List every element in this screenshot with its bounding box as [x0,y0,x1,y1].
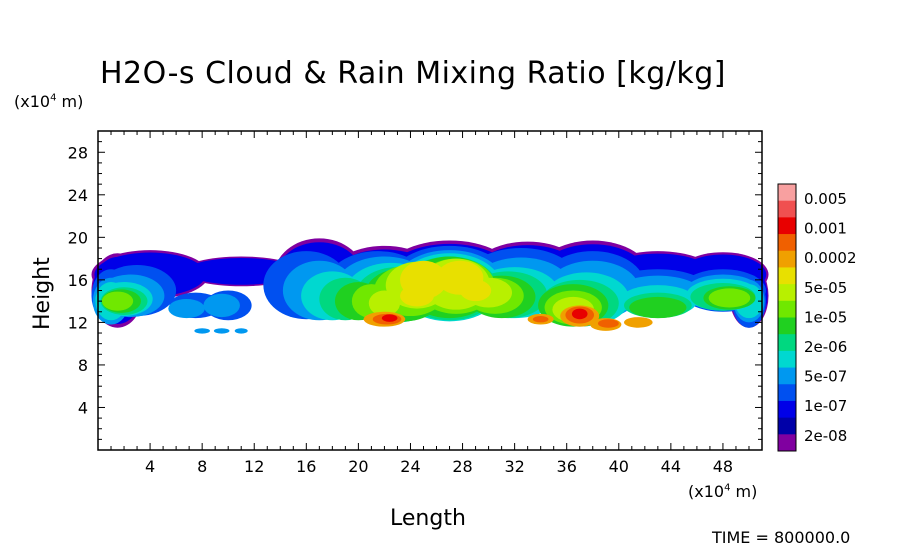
colorbar-label: 2e-06 [804,338,847,356]
colorbar-label: 5e-07 [804,368,847,386]
field-contour [101,291,134,311]
field-contour [571,308,588,320]
field-contour [213,328,230,334]
x-tick-label: 32 [504,457,524,476]
time-label: TIME = 800000.0 [712,528,851,547]
colorbar-swatch [778,400,796,419]
chart-title: H2O-s Cloud & Rain Mixing Ratio [kg/kg] [100,56,727,91]
x-tick-label: 28 [452,457,472,476]
colorbar-swatch [778,184,796,202]
field-contour [168,299,205,319]
y-tick-label: 4 [78,398,88,417]
colorbar-swatch [778,384,796,402]
y-tick-label: 12 [68,313,88,332]
x-axis: 4 8 12 16 20 24 28 32 36 40 44 48 [110,131,750,476]
y-tick-label: 28 [68,143,88,162]
field-contour [459,279,492,302]
colorbar-swatch [778,300,796,318]
colorbar-swatch [778,317,796,335]
field-contour [623,317,653,328]
x-axis-label: Length [390,506,466,531]
colorbar-swatch [778,250,796,268]
field-contour [381,314,398,322]
field-contour [629,296,687,319]
x-tick-label: 8 [197,457,207,476]
y-tick-label: 24 [68,186,88,205]
colorbar-label: 5e-05 [804,279,847,297]
colorbar-swatch [778,334,796,352]
field-contour [194,328,210,334]
colorbar-swatch [778,234,796,252]
colorbar-label: 1e-07 [804,397,847,415]
x-tick-label: 16 [296,457,316,476]
x-tick-label: 4 [145,457,155,476]
colorbar-label: 0.0002 [804,249,857,267]
x-tick-label: 36 [557,457,577,476]
x-tick-label: 20 [348,457,368,476]
field-contour [532,316,549,323]
field-contour [597,319,619,328]
y-tick-label: 8 [78,356,88,375]
colorbar-swatch [778,284,796,302]
y-axis: 4 8 12 16 20 24 28 [68,141,762,440]
y-tick-label: 20 [68,228,88,247]
y-tick-label: 16 [68,271,88,290]
x-tick-label: 40 [609,457,629,476]
x-tick-label: 48 [713,457,733,476]
colorbar-swatch [778,434,796,452]
field-contour [400,285,434,307]
colorbar-label: 0.005 [804,190,847,208]
x-tick-label: 12 [244,457,264,476]
mixing-ratio-field [91,238,769,334]
x-axis-unit: (x104 m) [688,482,758,501]
field-contour [368,290,401,317]
colorbar-swatch [778,350,796,369]
colorbar-swatch [778,217,796,235]
colorbar: 0.005 0.001 0.0002 5e-05 1e-05 2e-06 5e-07 1e-0… [777,183,857,452]
field-contour [234,328,248,334]
colorbar-label: 0.001 [804,220,847,238]
colorbar-frame [777,183,797,452]
x-tick-label: 24 [400,457,420,476]
colorbar-swatch [778,200,796,218]
field-contour [203,293,240,318]
colorbar-swatch [778,267,796,285]
x-tick-label: 44 [661,457,681,476]
colorbar-label: 2e-08 [804,427,847,445]
colorbar-label: 1e-05 [804,308,847,326]
y-axis-unit: (x104 m) [14,92,84,111]
y-axis-label: Height [30,257,55,330]
field-contour [708,288,751,308]
colorbar-swatch [778,367,796,385]
colorbar-swatch [778,417,796,435]
